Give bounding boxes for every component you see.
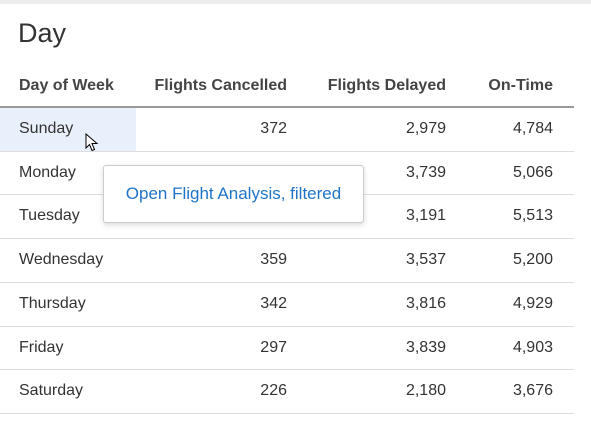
row-label[interactable]: Tuesday [19, 207, 80, 225]
row-label[interactable]: Sunday [19, 120, 74, 137]
row-divider [0, 369, 574, 371]
row-label[interactable]: Saturday [19, 382, 84, 400]
row-label[interactable]: Monday [19, 163, 76, 181]
header-divider [0, 106, 574, 108]
table-cell: 4,903 [512, 338, 553, 356]
table-cell: 4,929 [512, 294, 553, 312]
row-label[interactable]: Friday [19, 338, 64, 356]
column-header: Flights Cancelled [154, 77, 287, 94]
top-bar [0, 0, 591, 4]
row-divider [0, 325, 574, 327]
row-label[interactable]: Wednesday [19, 251, 104, 269]
table-cell: 4,784 [512, 120, 553, 137]
table-cell: 372 [260, 120, 287, 137]
table-cell: 359 [260, 251, 287, 269]
row-divider [0, 238, 574, 240]
table-cell: 342 [260, 294, 287, 312]
table-cell: 3,739 [405, 163, 446, 181]
table-cell: 3,191 [405, 207, 446, 225]
table-cell: 3,676 [512, 382, 553, 400]
column-header: Day of Week [19, 77, 114, 94]
row-divider [0, 412, 574, 414]
table-cell: 5,513 [512, 207, 553, 225]
context-link[interactable]: Open Flight Analysis, filtered [103, 165, 364, 223]
table-cell: 5,066 [512, 163, 553, 181]
table-cell: 2,180 [405, 382, 446, 400]
row-divider [0, 281, 574, 283]
table-cell: 3,537 [405, 251, 446, 269]
row-divider [0, 150, 574, 152]
table-cell: 3,839 [405, 338, 446, 356]
mouse-cursor [85, 133, 99, 152]
column-header: On-Time [488, 77, 553, 94]
hover-highlight [0, 108, 136, 151]
table-cell: 5,200 [512, 251, 553, 269]
table-cell: 226 [260, 382, 287, 400]
row-label[interactable]: Thursday [19, 294, 86, 312]
table-cell: 2,979 [405, 120, 446, 137]
section-title: Day [18, 18, 67, 48]
table-cell: 3,816 [405, 294, 446, 312]
column-header: Flights Delayed [327, 77, 446, 94]
table-cell: 297 [260, 338, 287, 356]
